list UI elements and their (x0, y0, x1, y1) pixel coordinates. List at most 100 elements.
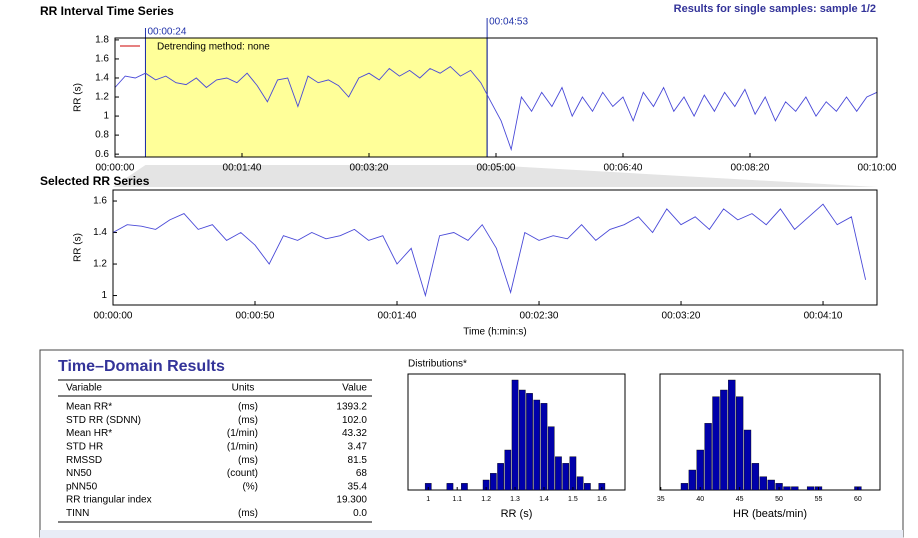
table-cell: 35.4 (348, 481, 368, 492)
x-tick-label: 00:00:00 (94, 311, 133, 322)
hist-bar (504, 449, 512, 491)
y-tick-label: 0.8 (95, 130, 109, 141)
x-tick-label: 00:08:20 (731, 163, 770, 174)
hist-bar (712, 396, 720, 491)
selection-label: 00:04:53 (489, 17, 528, 28)
hist-bar (576, 476, 584, 491)
y-tick-label: 1 (101, 290, 107, 301)
hist-bar (680, 483, 689, 491)
chart-title: RR Interval Time Series (40, 4, 174, 18)
y-tick-label: 1.2 (93, 259, 107, 270)
x-tick-label: 55 (815, 496, 823, 503)
x-tick-label: 00:06:40 (604, 163, 643, 174)
selection-label: 00:00:24 (147, 27, 186, 38)
panel-footer (40, 530, 903, 538)
y-axis-label: RR (s) (73, 233, 84, 262)
table-cell: (ms) (238, 508, 258, 519)
hist-bar (759, 476, 767, 491)
table-cell: pNN50 (66, 481, 98, 492)
hist-bar (446, 483, 454, 491)
hist-bar (783, 486, 791, 491)
hist-bar (735, 396, 744, 491)
x-axis-label: RR (s) (501, 508, 533, 520)
table-cell: 0.0 (353, 508, 367, 519)
y-axis-label: RR (s) (73, 83, 84, 112)
table-cell: RR triangular index (66, 495, 152, 506)
table-cell: STD HR (66, 442, 103, 453)
x-tick-label: 1.1 (452, 496, 462, 503)
plot-frame (112, 189, 878, 306)
table-cell: (%) (242, 481, 258, 492)
plot-frame (114, 37, 878, 158)
x-tick-label: 1.2 (481, 496, 491, 503)
table-cell: STD RR (SDNN) (66, 415, 141, 426)
x-tick-label: 1 (426, 496, 430, 503)
x-tick-label: 1.6 (597, 496, 607, 503)
hist-bar (547, 426, 555, 491)
zoom-connector (113, 165, 877, 187)
hist-bar (497, 463, 504, 491)
hist-bar (526, 393, 533, 491)
hist-bar (569, 456, 577, 491)
y-tick-label: 1.4 (93, 227, 107, 238)
y-tick-label: 1.8 (95, 35, 109, 46)
table-cell: 3.47 (348, 442, 368, 453)
table-cell: 68 (356, 468, 368, 479)
selection-area (144, 37, 488, 158)
x-tick-label: 00:10:00 (858, 163, 897, 174)
distributions-title: Distributions* (408, 359, 467, 370)
hist-bar (490, 473, 497, 491)
table-cell: (1/min) (227, 428, 258, 439)
x-tick-label: 1.3 (510, 496, 520, 503)
table-cell: NN50 (66, 468, 92, 479)
x-tick-label: 00:04:10 (804, 311, 843, 322)
table-cell: (count) (227, 468, 258, 479)
chart-title: Selected RR Series (40, 174, 150, 188)
x-tick-label: 35 (657, 496, 665, 503)
x-tick-label: 40 (696, 496, 704, 503)
x-tick-label: 00:03:20 (662, 311, 701, 322)
x-tick-label: 00:01:40 (223, 163, 262, 174)
x-axis-label: Time (h:min:s) (463, 327, 527, 338)
y-tick-label: 1 (103, 111, 109, 122)
table-cell: 1393.2 (336, 402, 367, 413)
x-tick-label: 00:02:30 (520, 311, 559, 322)
hist-bar (518, 389, 526, 491)
table-cell: (ms) (238, 402, 258, 413)
y-tick-label: 1.4 (95, 73, 109, 84)
x-tick-label: 45 (736, 496, 744, 503)
hist-bar (806, 486, 815, 491)
hist-bar (461, 483, 468, 491)
x-tick-label: 00:00:50 (236, 311, 275, 322)
sample-title: Results for single samples: sample 1/2 (674, 3, 876, 15)
y-tick-label: 0.6 (95, 149, 109, 160)
hist-bar (696, 449, 704, 491)
x-tick-label: 00:01:40 (378, 311, 417, 322)
x-tick-label: 00:00:00 (96, 163, 135, 174)
table-cell: (1/min) (227, 442, 258, 453)
y-tick-label: 1.6 (95, 54, 109, 65)
column-header: Value (342, 383, 367, 394)
table-cell: Mean HR* (66, 428, 112, 439)
hist-bar (562, 463, 570, 491)
legend-text: Detrending method: none (157, 42, 270, 53)
x-axis-label: HR (beats/min) (733, 508, 807, 520)
hist-bar (584, 483, 591, 491)
table-cell: 81.5 (348, 455, 368, 466)
hist-bar (704, 423, 712, 491)
column-header: Variable (66, 383, 102, 394)
plot-area (113, 190, 877, 305)
x-tick-label: 60 (854, 496, 862, 503)
x-tick-label: 00:05:00 (477, 163, 516, 174)
hist-bar (540, 403, 548, 491)
table-cell: TINN (66, 508, 89, 519)
column-header: Units (232, 383, 255, 394)
hist-bar (751, 463, 760, 491)
results-title: Time–Domain Results (58, 358, 225, 375)
hist-bar (533, 399, 541, 491)
table-cell: 102.0 (342, 415, 367, 426)
table-cell: RMSSD (66, 455, 102, 466)
table-cell: 43.32 (342, 428, 367, 439)
hist-bar (720, 389, 728, 491)
